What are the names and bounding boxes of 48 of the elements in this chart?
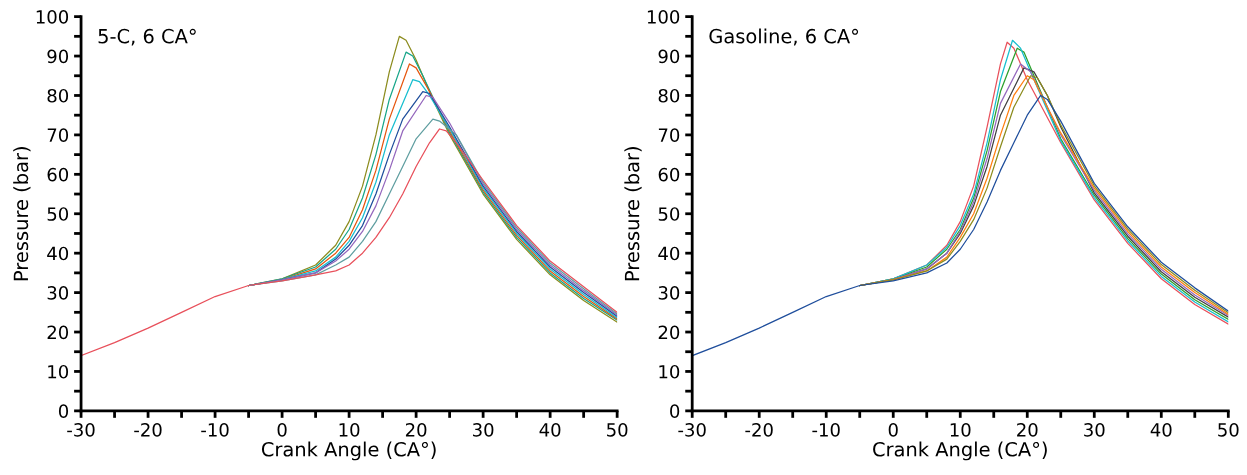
- x-axis-title: Crank Angle (CA°): [261, 441, 436, 461]
- y-tick-label: 50: [658, 207, 680, 221]
- x-tick-label: -20: [745, 423, 773, 437]
- x-axis-title: Crank Angle (CA°): [873, 441, 1047, 461]
- x-tick-label: -30: [678, 423, 706, 437]
- x-tick-label: 0: [888, 423, 898, 437]
- y-tick-label: 70: [658, 128, 680, 143]
- text: 5-C, 6 CA°: [98, 28, 196, 46]
- y-tick-label: 70: [47, 128, 69, 143]
- y-tick-label: 40: [658, 246, 680, 261]
- y-tick-label: 100: [647, 10, 680, 24]
- y-tick-label: 20: [47, 325, 69, 340]
- y-tick-label: 40: [47, 246, 69, 261]
- x-tick-label: 40: [1150, 423, 1172, 437]
- y-tick-label: 20: [658, 325, 680, 340]
- text: Gasoline, 6 CA°: [709, 28, 859, 46]
- y-tick-label: 0: [670, 404, 680, 418]
- y-tick-label: 100: [36, 10, 69, 24]
- x-tick-label: -10: [201, 423, 229, 437]
- x-tick-label: 20: [1017, 423, 1038, 437]
- y-tick-label: 50: [47, 207, 69, 221]
- x-tick-label: 50: [1218, 423, 1239, 437]
- y-tick-label: 80: [658, 88, 680, 103]
- x-tick-label: 40: [539, 423, 561, 437]
- y-tick-label: 0: [58, 404, 69, 418]
- x-tick-label: -20: [134, 423, 162, 437]
- x-tick-label: 30: [1084, 423, 1105, 437]
- y-tick-label: 60: [658, 167, 680, 182]
- y-tick-label: 30: [658, 286, 680, 300]
- y-tick-label: 30: [47, 286, 69, 300]
- x-tick-label: 10: [339, 423, 360, 437]
- x-tick-label: -30: [67, 423, 95, 437]
- x-tick-label: 30: [473, 423, 494, 437]
- y-tick-label: 60: [47, 167, 69, 182]
- y-tick-label: 80: [47, 88, 69, 103]
- y-tick-label: 10: [48, 364, 69, 379]
- x-tick-label: 10: [950, 423, 971, 437]
- y-tick-label: 90: [47, 49, 69, 64]
- y-axis-title: Pressure (bar): [624, 147, 642, 281]
- y-axis-title: Pressure (bar): [13, 147, 31, 281]
- line-series: [692, 94, 1229, 357]
- y-tick-label: 10: [659, 364, 680, 379]
- x-tick-label: -10: [812, 423, 840, 437]
- x-tick-label: 50: [607, 423, 628, 437]
- x-tick-label: 20: [405, 423, 427, 437]
- line-series: [81, 128, 618, 357]
- y-tick-label: 90: [658, 49, 680, 64]
- x-tick-label: 0: [277, 423, 287, 437]
